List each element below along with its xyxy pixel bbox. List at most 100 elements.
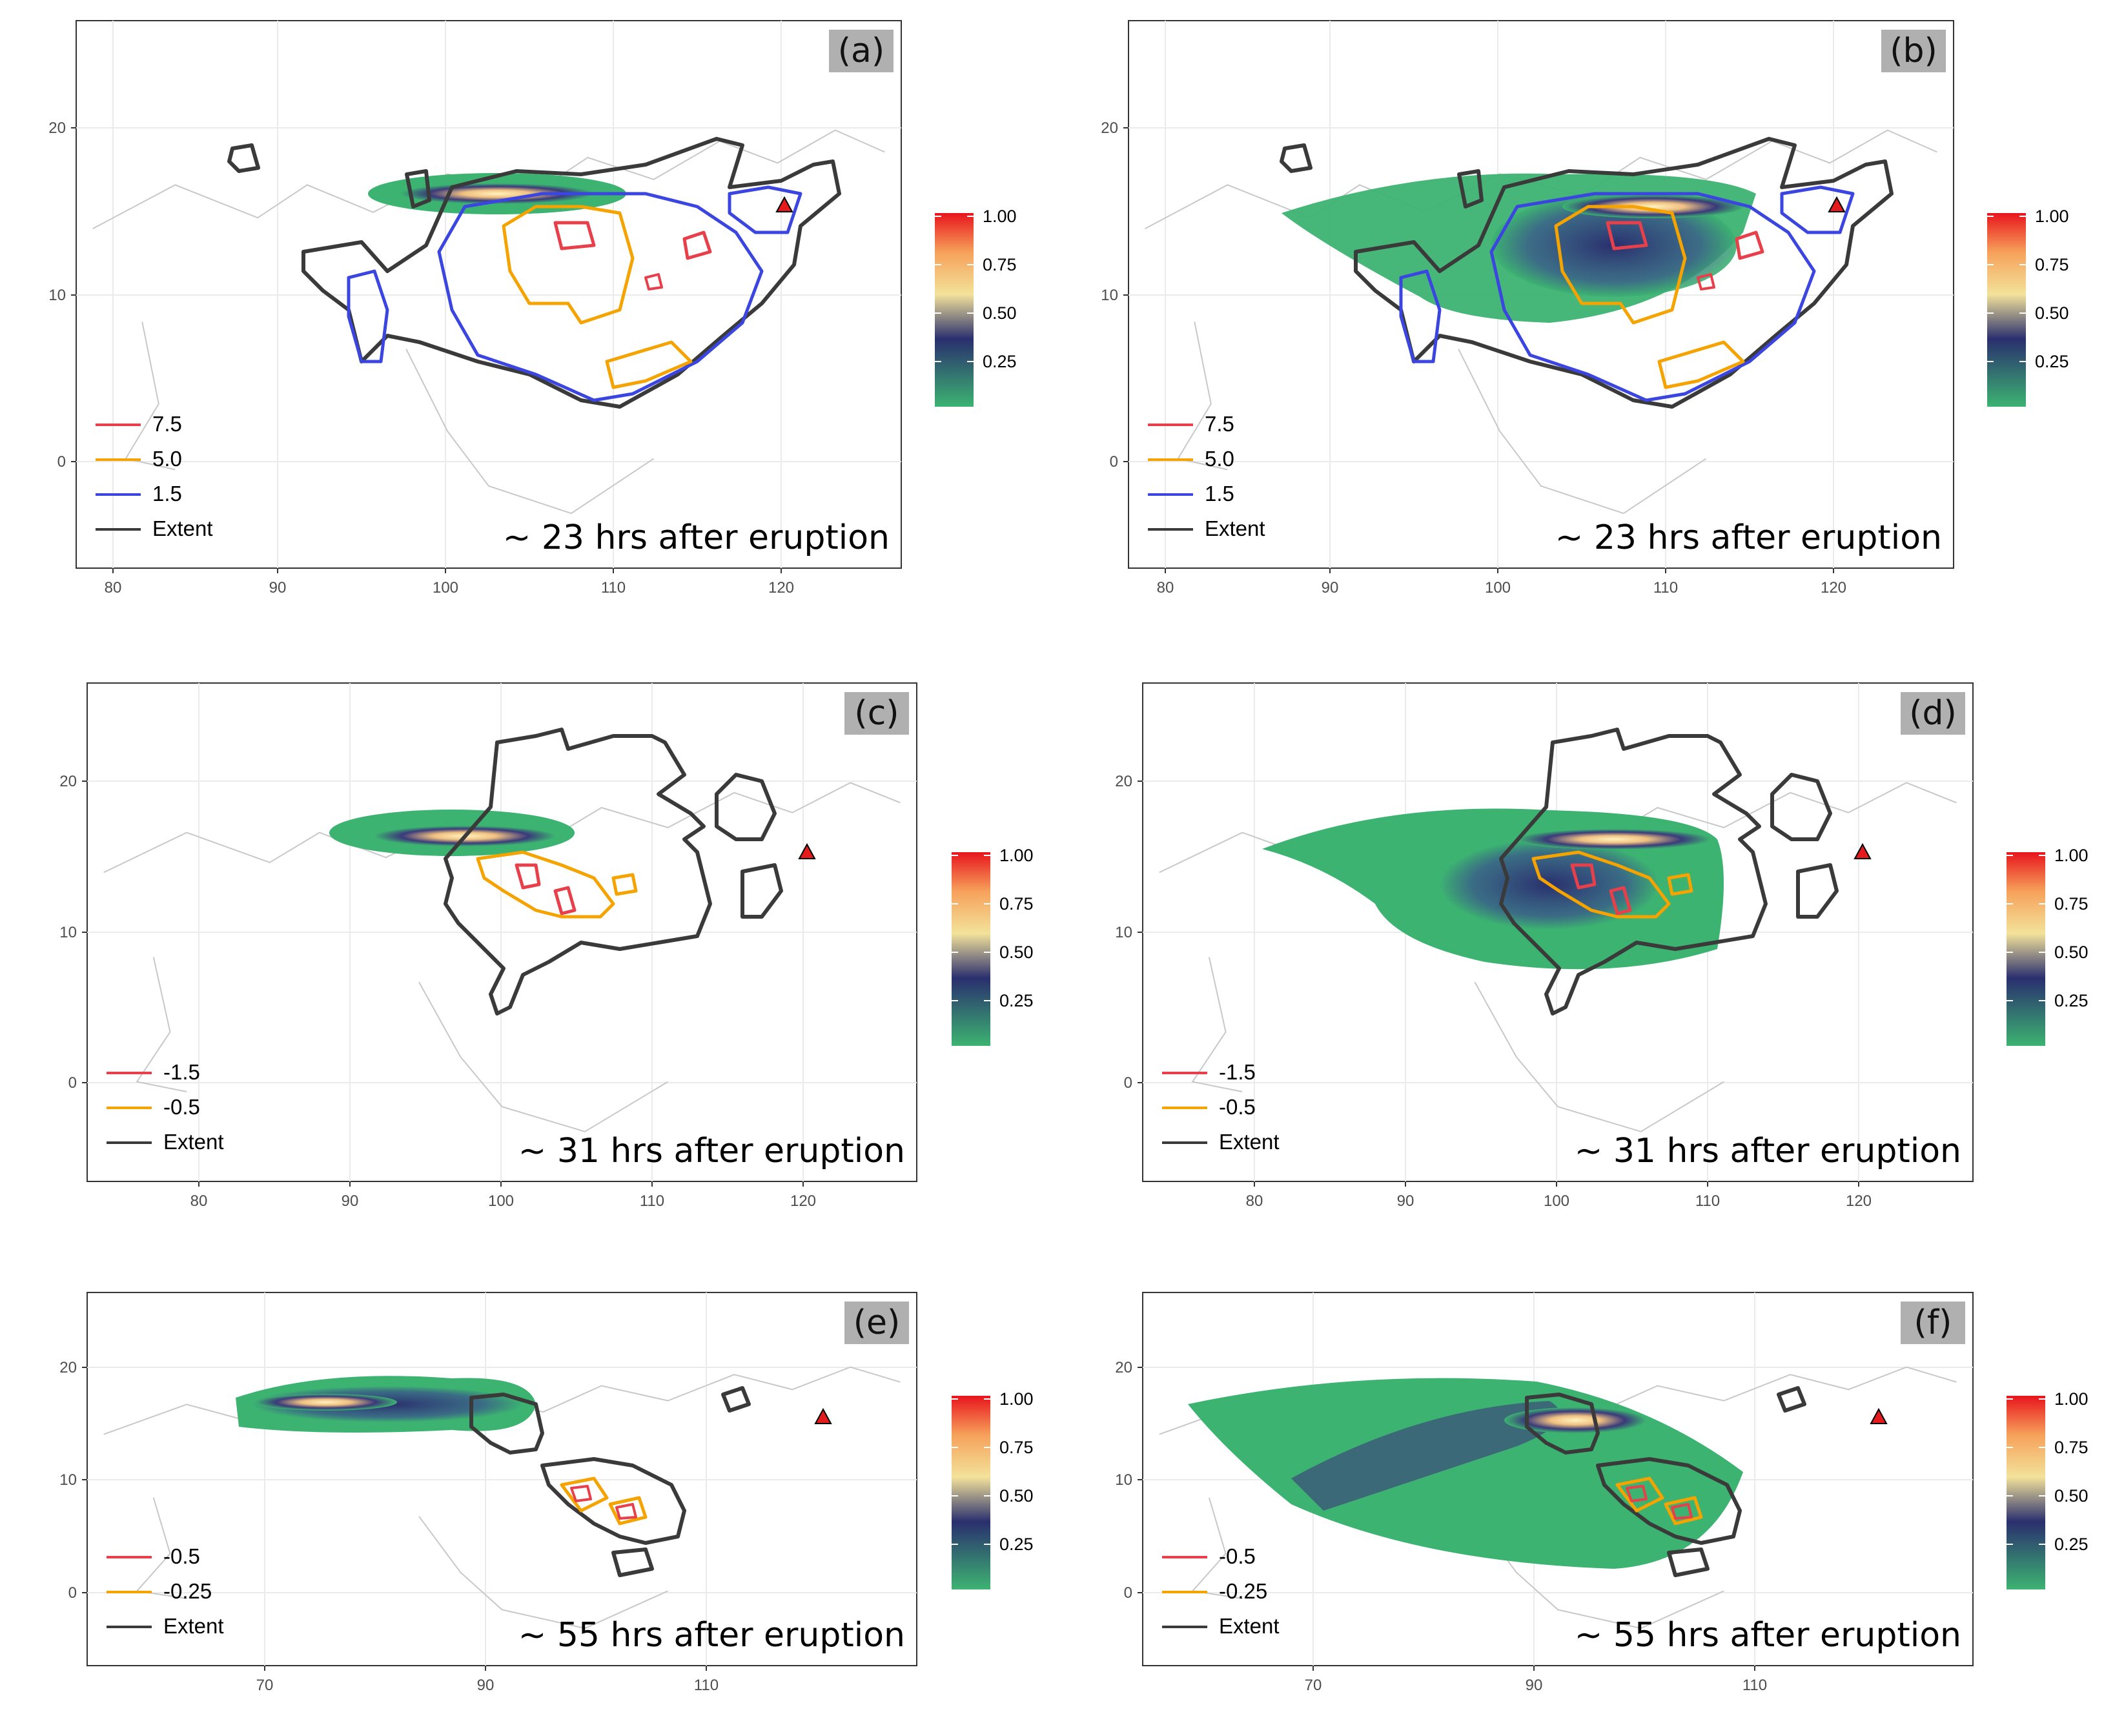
colorbar-tick-label: 0.75 bbox=[2054, 894, 2089, 914]
volcano-marker-icon bbox=[1870, 1407, 1888, 1424]
y-tick-label: 10 bbox=[48, 287, 66, 304]
x-tick-label: 90 bbox=[1526, 1677, 1543, 1694]
x-tick-label: 120 bbox=[1821, 579, 1846, 597]
x-tick-label: 90 bbox=[1322, 579, 1339, 597]
volcano-marker-icon bbox=[814, 1407, 832, 1424]
panel-label: (a) bbox=[838, 32, 884, 70]
x-tick-label: 80 bbox=[1246, 1192, 1263, 1210]
colorbar-tick-label: 0.75 bbox=[999, 894, 1034, 914]
volcano-marker-icon bbox=[775, 196, 793, 212]
y-tick-label: 20 bbox=[59, 1359, 77, 1376]
y-tick-label: 10 bbox=[1115, 924, 1132, 941]
x-tick-label: 120 bbox=[768, 579, 794, 597]
x-tick-label: 100 bbox=[488, 1192, 514, 1210]
colorbar-tick-label: 1.00 bbox=[2054, 1389, 2089, 1409]
legend-label: -1.5 bbox=[1219, 1060, 1256, 1084]
x-tick-label: 70 bbox=[1305, 1677, 1322, 1694]
x-tick-label: 90 bbox=[269, 579, 287, 597]
colorbar-tick-label: 0.75 bbox=[2054, 1438, 2089, 1457]
colorbar-tick-label: 1.00 bbox=[2054, 846, 2089, 865]
y-tick-label: 0 bbox=[1124, 1584, 1132, 1602]
colorbar-tick-label: 1.00 bbox=[999, 846, 1034, 865]
colorbar-tick-label: 1.00 bbox=[999, 1389, 1034, 1409]
x-tick-label: 110 bbox=[1695, 1192, 1720, 1210]
y-tick-label: 0 bbox=[1124, 1074, 1132, 1092]
colorbar-tick-label: 0.75 bbox=[2035, 255, 2069, 274]
map-panel-f: 70 90 110 20 10 0 (f) ~ 55 hrs after eruption -0… bbox=[1115, 1292, 2089, 1694]
legend-label: -1.5 bbox=[163, 1060, 200, 1084]
volcano-marker-icon bbox=[798, 842, 816, 859]
colorbar-tick-label: 0.50 bbox=[2054, 1486, 2089, 1506]
legend-label: Extent bbox=[163, 1614, 224, 1638]
y-tick-label: 10 bbox=[1115, 1471, 1132, 1489]
colorbar-tick-label: 0.50 bbox=[2035, 303, 2069, 323]
y-tick-label: 20 bbox=[1115, 1359, 1132, 1376]
legend-label: -0.5 bbox=[163, 1544, 200, 1568]
time-annotation: ~ 23 hrs after eruption bbox=[1555, 518, 1942, 557]
x-tick-label: 110 bbox=[694, 1677, 719, 1694]
colorbar-tick-label: 0.50 bbox=[983, 303, 1017, 323]
map-panel-e: 70 90 110 20 10 0 (e) ~ 55 hrs after eruption -0… bbox=[59, 1292, 1034, 1694]
panel-label-box bbox=[829, 30, 894, 72]
colorbar-tick-label: 0.50 bbox=[2054, 943, 2089, 962]
colorbar bbox=[2007, 852, 2045, 1046]
y-tick-label: 20 bbox=[48, 119, 66, 137]
colorbar-tick-label: 0.25 bbox=[999, 991, 1034, 1010]
colorbar-tick-label: 0.75 bbox=[999, 1438, 1034, 1457]
y-tick-label: 0 bbox=[68, 1074, 77, 1092]
colorbar-tick-label: 0.75 bbox=[983, 255, 1017, 274]
legend-label: 5.0 bbox=[1205, 447, 1234, 471]
y-tick-label: 20 bbox=[1115, 773, 1132, 790]
legend-label: Extent bbox=[163, 1130, 224, 1154]
y-tick-label: 20 bbox=[59, 773, 77, 790]
colorbar-tick-label: 0.25 bbox=[2054, 1535, 2089, 1554]
legend-label: Extent bbox=[1205, 516, 1265, 540]
y-tick-label: 0 bbox=[57, 453, 66, 471]
legend-label: -0.5 bbox=[1219, 1544, 1256, 1568]
x-tick-label: 80 bbox=[190, 1192, 208, 1210]
x-tick-label: 80 bbox=[1157, 579, 1174, 597]
legend-label: 7.5 bbox=[1205, 412, 1234, 436]
legend-label: 1.5 bbox=[152, 482, 182, 505]
legend-label: -0.25 bbox=[1219, 1579, 1267, 1603]
colorbar bbox=[952, 1396, 990, 1589]
legend-label: -0.5 bbox=[1219, 1095, 1256, 1119]
legend-label: 5.0 bbox=[152, 447, 182, 471]
y-tick-label: 10 bbox=[1101, 287, 1118, 304]
x-tick-label: 120 bbox=[1846, 1192, 1872, 1210]
volcano-marker-icon bbox=[1828, 196, 1846, 212]
colorbar bbox=[935, 213, 974, 407]
x-tick-label: 110 bbox=[601, 579, 626, 597]
legend-label: Extent bbox=[1219, 1614, 1280, 1638]
panel-label-box bbox=[844, 1302, 909, 1344]
panel-label-box bbox=[1881, 30, 1946, 72]
x-tick-label: 100 bbox=[433, 579, 458, 597]
panel-label: (f) bbox=[1914, 1303, 1952, 1342]
x-tick-label: 110 bbox=[1653, 579, 1678, 597]
legend-label: 1.5 bbox=[1205, 482, 1234, 505]
panel-label-box bbox=[1901, 692, 1965, 735]
colorbar-tick-label: 1.00 bbox=[983, 207, 1017, 226]
x-tick-label: 120 bbox=[790, 1192, 816, 1210]
volcano-marker-icon bbox=[1854, 842, 1872, 859]
x-tick-label: 70 bbox=[256, 1677, 274, 1694]
time-annotation: ~ 55 hrs after eruption bbox=[518, 1616, 905, 1655]
colorbar bbox=[1987, 213, 2026, 407]
time-annotation: ~ 23 hrs after eruption bbox=[503, 518, 890, 557]
legend-label: -0.25 bbox=[163, 1579, 212, 1603]
legend-label: Extent bbox=[152, 516, 213, 540]
colorbar-tick-label: 0.25 bbox=[2035, 352, 2069, 371]
panel-label-box bbox=[1901, 1302, 1965, 1344]
panel-label: (b) bbox=[1890, 32, 1937, 70]
x-tick-label: 90 bbox=[1397, 1192, 1415, 1210]
colorbar-tick-label: 0.50 bbox=[999, 943, 1034, 962]
x-tick-label: 90 bbox=[342, 1192, 359, 1210]
colorbar-tick-label: 1.00 bbox=[2035, 207, 2069, 226]
x-tick-label: 110 bbox=[640, 1192, 664, 1210]
legend-label: -0.5 bbox=[163, 1095, 200, 1119]
y-tick-label: 0 bbox=[1110, 453, 1118, 471]
time-annotation: ~ 31 hrs after eruption bbox=[1575, 1132, 1961, 1170]
